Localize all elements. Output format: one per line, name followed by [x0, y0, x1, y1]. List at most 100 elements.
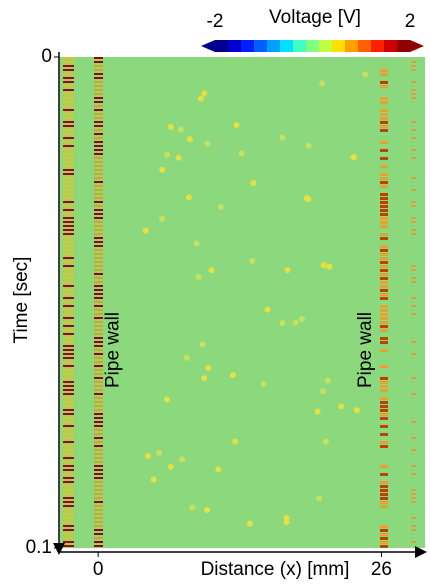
annotation: Pipe wall: [102, 312, 123, 388]
texture: [94, 105, 103, 107]
texture: [201, 90, 207, 96]
texture: [63, 277, 74, 279]
texture: [380, 149, 388, 152]
texture: [94, 501, 103, 503]
texture: [380, 465, 388, 468]
texture: [94, 429, 103, 431]
texture: [380, 473, 388, 476]
texture: [380, 497, 388, 500]
texture: [380, 81, 388, 84]
texture: [94, 509, 103, 511]
texture: [326, 264, 332, 270]
texture: [145, 453, 151, 459]
texture: [411, 493, 416, 495]
colorbar-cell: [397, 40, 411, 52]
texture: [94, 521, 103, 523]
texture: [63, 229, 74, 231]
texture: [94, 189, 103, 191]
texture: [63, 297, 74, 299]
texture: [94, 409, 103, 411]
texture: [205, 365, 211, 371]
texture: [201, 375, 207, 381]
colorbar-end: [201, 40, 215, 52]
texture: [380, 405, 388, 408]
y-tick-label: 0.1: [26, 537, 52, 558]
texture: [198, 96, 204, 102]
texture: [380, 425, 388, 428]
annotation: Pipe wall: [355, 312, 376, 388]
texture: [63, 405, 74, 407]
texture: [63, 505, 74, 507]
texture: [94, 221, 103, 223]
texture: [94, 453, 103, 455]
texture: [94, 97, 103, 99]
texture: [63, 313, 74, 315]
texture: [94, 213, 103, 215]
texture: [411, 149, 416, 151]
texture: [380, 261, 388, 264]
texture: [63, 141, 74, 143]
colorbar-cell: [384, 40, 398, 52]
texture: [168, 464, 174, 470]
texture: [63, 453, 74, 455]
texture: [94, 181, 103, 183]
texture: [94, 237, 103, 239]
texture: [380, 269, 388, 272]
texture: [411, 65, 416, 67]
texture: [63, 209, 74, 211]
texture: [380, 237, 388, 240]
texture: [63, 121, 74, 123]
texture: [380, 185, 388, 188]
texture: [380, 285, 388, 288]
texture: [94, 85, 103, 87]
texture: [380, 297, 388, 300]
texture: [380, 417, 388, 420]
texture: [380, 397, 388, 400]
texture: [380, 317, 388, 320]
texture: [63, 125, 74, 127]
texture: [411, 541, 416, 543]
colorbar-cell: [228, 40, 242, 52]
texture: [63, 85, 74, 87]
texture: [94, 109, 103, 111]
texture: [63, 425, 74, 427]
texture: [94, 245, 103, 247]
texture: [380, 121, 388, 124]
texture: [380, 125, 388, 128]
texture: [63, 113, 74, 115]
colorbar-cell: [319, 40, 333, 52]
texture: [380, 321, 388, 324]
texture: [94, 421, 103, 423]
texture: [94, 241, 103, 243]
y-axis-label: Time [sec]: [11, 257, 32, 344]
texture: [94, 301, 103, 303]
texture: [63, 269, 74, 271]
colorbar-cell: [371, 40, 385, 52]
texture: [63, 93, 74, 95]
texture: [250, 180, 256, 186]
texture: [323, 439, 329, 445]
texture: [63, 489, 74, 491]
texture: [94, 389, 103, 391]
texture: [63, 341, 74, 343]
texture: [63, 197, 74, 199]
texture: [233, 122, 239, 128]
texture: [94, 193, 103, 195]
texture: [94, 405, 103, 407]
texture: [63, 281, 74, 283]
texture: [94, 533, 103, 535]
texture: [411, 121, 416, 123]
texture: [63, 253, 74, 255]
texture: [63, 457, 74, 459]
texture: [63, 357, 74, 359]
texture: [94, 393, 103, 395]
texture: [94, 493, 103, 495]
texture: [380, 249, 388, 252]
texture: [63, 533, 74, 535]
texture: [411, 201, 416, 203]
texture: [94, 161, 103, 163]
texture: [380, 505, 388, 508]
texture: [63, 493, 74, 495]
colorbar-cell: [293, 40, 307, 52]
texture: [63, 225, 74, 227]
